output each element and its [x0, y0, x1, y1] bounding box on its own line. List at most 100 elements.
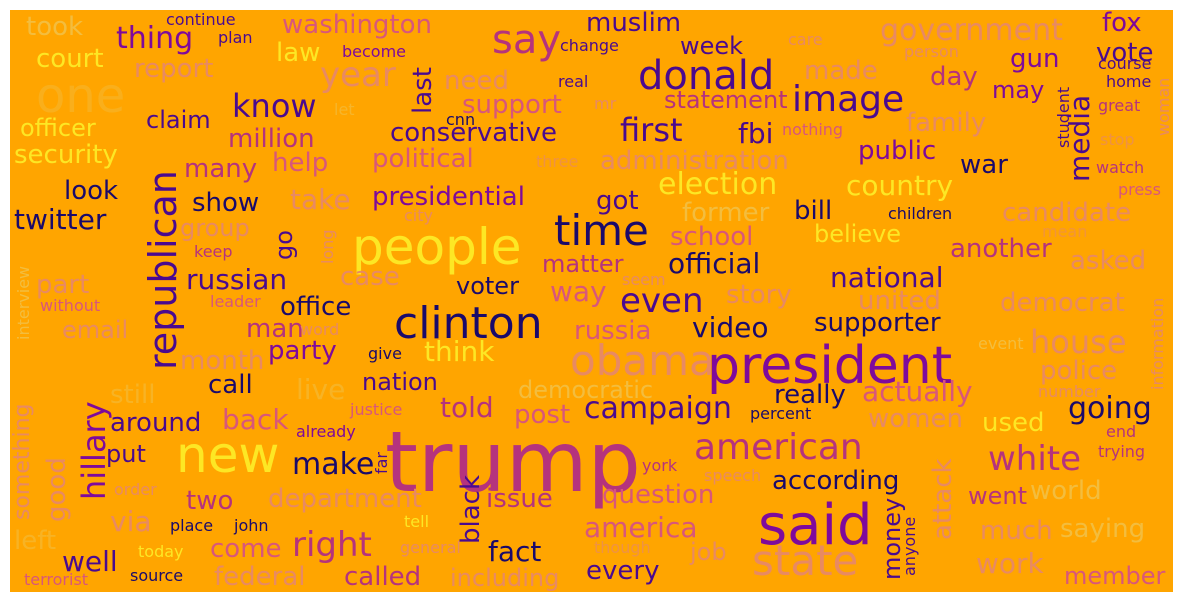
- word-took: took: [26, 12, 84, 42]
- word-call: call: [208, 370, 253, 400]
- word-much: much: [980, 516, 1053, 546]
- word-mean: mean: [1042, 222, 1088, 241]
- word-court: court: [36, 44, 104, 74]
- word-people: people: [352, 218, 522, 276]
- word-may: may: [992, 76, 1045, 104]
- word-home: home: [1106, 72, 1152, 91]
- word-tell: tell: [404, 512, 430, 531]
- word-nothing: nothing: [782, 120, 844, 139]
- word-matter: matter: [542, 250, 624, 278]
- word-trying: trying: [1098, 442, 1146, 461]
- word-far: far: [372, 451, 391, 474]
- word-former: former: [682, 198, 770, 228]
- word-america: america: [584, 511, 698, 544]
- word-united: united: [858, 286, 941, 316]
- word-course: course: [1098, 54, 1152, 73]
- word-event: event: [978, 334, 1024, 353]
- word-place: place: [170, 516, 214, 535]
- word-well: well: [62, 545, 118, 578]
- word-said: said: [758, 493, 873, 558]
- word-great: great: [1098, 96, 1141, 115]
- word-saying: saying: [1060, 514, 1146, 544]
- word-black: black: [456, 474, 486, 544]
- word-white: white: [988, 439, 1082, 479]
- word-member: member: [1064, 562, 1166, 590]
- word-leader: leader: [210, 292, 261, 311]
- word-got: got: [596, 186, 639, 216]
- word-plan: plan: [218, 28, 253, 47]
- word-know: know: [232, 87, 317, 125]
- word-city: city: [404, 206, 433, 225]
- word-claim: claim: [146, 106, 211, 134]
- word-job: job: [690, 538, 727, 566]
- word-think: think: [424, 335, 495, 368]
- word-continue: continue: [166, 10, 236, 29]
- word-public: public: [858, 136, 937, 166]
- word-right: right: [292, 525, 372, 565]
- word-washington: washington: [282, 10, 433, 40]
- word-group: group: [180, 214, 250, 242]
- word-part: part: [36, 270, 90, 300]
- word-party: party: [268, 336, 337, 366]
- word-going: going: [1068, 391, 1152, 426]
- word-bill: bill: [794, 196, 833, 226]
- word-give: give: [368, 344, 402, 363]
- word-good: good: [42, 457, 72, 522]
- word-let: let: [334, 100, 355, 119]
- word-student: student: [1054, 86, 1073, 148]
- word-fact: fact: [488, 535, 542, 568]
- word-statement: statement: [664, 86, 788, 114]
- word-month: month: [180, 346, 265, 376]
- word-family: family: [906, 108, 987, 138]
- word-federal: federal: [214, 562, 306, 592]
- word-something: something: [10, 403, 35, 520]
- word-new: new: [176, 426, 280, 484]
- word-speech: speech: [704, 466, 762, 485]
- word-percent: percent: [750, 404, 812, 423]
- word-left: left: [14, 526, 57, 556]
- word-called: called: [344, 562, 422, 592]
- word-fbi: fbi: [738, 117, 774, 150]
- word-issue: issue: [486, 484, 553, 514]
- word-gun: gun: [1010, 44, 1060, 74]
- word-post: post: [514, 400, 571, 430]
- word-believe: believe: [814, 220, 902, 248]
- word-vote: vote: [1096, 38, 1154, 68]
- word-american: american: [694, 427, 863, 468]
- word-candidate: candidate: [1002, 198, 1132, 228]
- word-work: work: [976, 547, 1044, 580]
- word-used: used: [982, 408, 1045, 438]
- word-though: though: [594, 538, 651, 557]
- word-live: live: [296, 373, 346, 406]
- word-come: come: [210, 534, 282, 564]
- word-war: war: [960, 150, 1008, 180]
- word-end: end: [1106, 422, 1137, 441]
- word-russia: russia: [574, 316, 652, 346]
- word-children: children: [888, 204, 953, 223]
- word-three: three: [536, 152, 579, 171]
- word-election: election: [658, 167, 778, 202]
- word-women: women: [868, 404, 963, 434]
- word-obama: obama: [570, 336, 715, 385]
- word-voter: voter: [456, 272, 519, 300]
- word-muslim: muslim: [586, 10, 682, 38]
- word-political: political: [372, 144, 474, 174]
- word-question: question: [602, 480, 715, 510]
- word-supporter: supporter: [814, 308, 941, 338]
- word-watch: watch: [1096, 158, 1145, 177]
- word-million: million: [228, 124, 315, 154]
- word-cnn: cnn: [446, 110, 476, 129]
- word-department: department: [268, 484, 422, 514]
- word-made: made: [804, 56, 878, 86]
- word-school: school: [670, 222, 754, 252]
- word-terrorist: terrorist: [24, 570, 89, 589]
- word-take: take: [290, 183, 351, 216]
- word-law: law: [276, 38, 321, 68]
- word-told: told: [440, 391, 494, 424]
- word-john: john: [234, 516, 269, 535]
- word-including: including: [450, 564, 560, 592]
- word-police: police: [1040, 356, 1118, 386]
- word-back: back: [222, 403, 289, 436]
- word-official: official: [668, 247, 761, 280]
